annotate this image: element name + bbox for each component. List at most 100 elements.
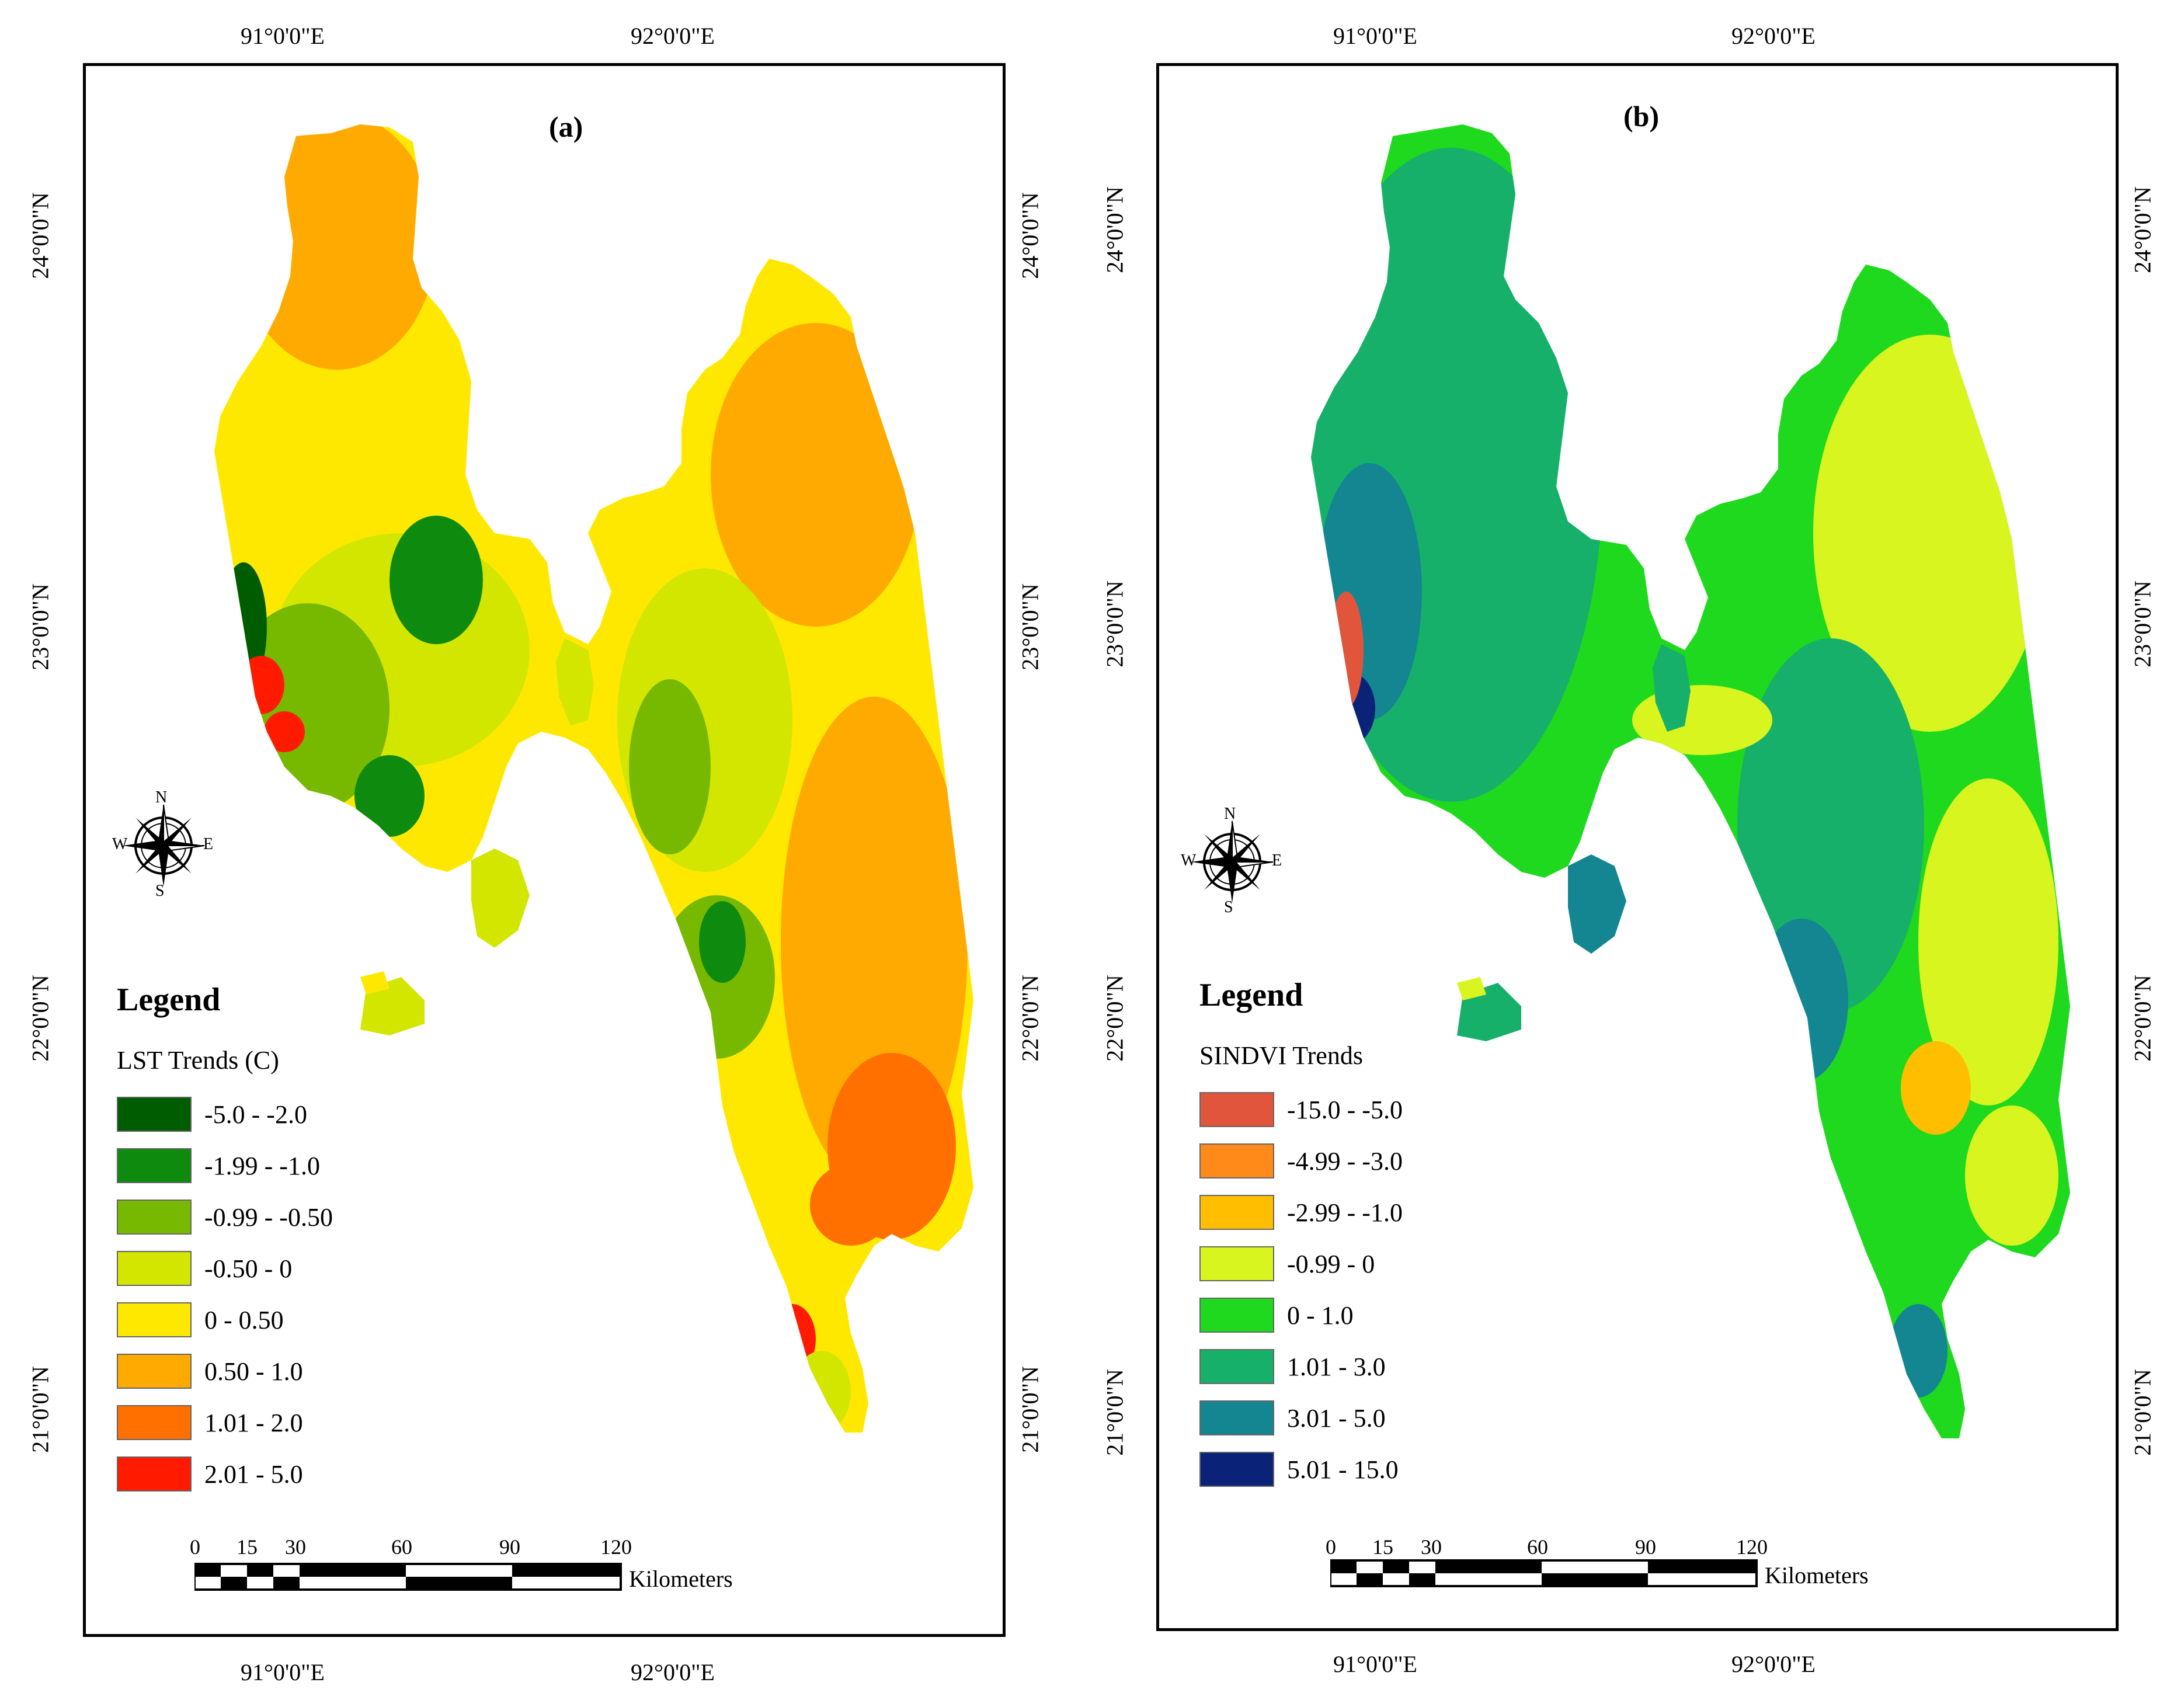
map-frame bbox=[1156, 63, 2119, 1631]
island-b-4 bbox=[1457, 977, 1486, 1000]
legend-item: 0.50 - 1.0 bbox=[117, 1354, 303, 1389]
right-lat-label-1: 24°0'0"N bbox=[1017, 192, 1044, 279]
right-lat-label-1: 24°0'0"N bbox=[2129, 186, 2156, 273]
bottom-lon-label-2: 92°0'0"E bbox=[631, 1659, 715, 1685]
legend-swatch bbox=[117, 1405, 192, 1440]
compass-e: E bbox=[203, 835, 214, 853]
legend-item: -15.0 - -5.0 bbox=[1199, 1092, 1403, 1127]
scale-number: 90 bbox=[1635, 1535, 1656, 1559]
compass-w: W bbox=[112, 835, 128, 853]
legend-label: -15.0 - -5.0 bbox=[1287, 1095, 1403, 1124]
scale-number: 90 bbox=[499, 1535, 520, 1559]
compass-rose-icon bbox=[123, 804, 205, 886]
legend-label: 1.01 - 2.0 bbox=[204, 1408, 303, 1437]
legend-subtitle: LST Trends (C) bbox=[117, 1046, 279, 1075]
island-b-1 bbox=[1653, 644, 1691, 732]
left-lat-label-1: 24°0'0"N bbox=[1101, 186, 1128, 273]
trend-patches-a bbox=[220, 124, 968, 1433]
legend-label: 5.01 - 15.0 bbox=[1287, 1455, 1399, 1484]
left-lat-label-4: 21°0'0"N bbox=[27, 1366, 54, 1453]
scale-bar-graphic bbox=[1330, 1559, 1758, 1587]
left-lat-label-4: 21°0'0"N bbox=[1101, 1369, 1128, 1456]
legend-label: -5.0 - -2.0 bbox=[204, 1100, 307, 1129]
legend-label: -1.99 - -1.0 bbox=[204, 1151, 320, 1180]
legend-item: -0.99 - 0 bbox=[1199, 1246, 1375, 1281]
legend-item: 0 - 0.50 bbox=[117, 1302, 284, 1337]
left-lat-label-3: 22°0'0"N bbox=[27, 975, 54, 1062]
island-a-2 bbox=[471, 849, 530, 948]
scale-number: 0 bbox=[1326, 1535, 1336, 1559]
right-lat-label-2: 23°0'0"N bbox=[2129, 580, 2156, 668]
legend-swatch bbox=[117, 1354, 192, 1389]
panel-a: 91°0'0"E 92°0'0"E bbox=[27, 23, 1044, 1685]
legend-swatch bbox=[117, 1148, 192, 1183]
scale-unit: Kilometers bbox=[1765, 1562, 1869, 1588]
legend-item: -1.99 - -1.0 bbox=[117, 1148, 320, 1183]
lst-trend-map bbox=[214, 124, 973, 1433]
compass-s: S bbox=[1224, 898, 1233, 916]
legend-item: 3.01 - 5.0 bbox=[1199, 1400, 1386, 1435]
legend-title: Legend bbox=[1199, 977, 1303, 1013]
legend-label: -4.99 - -3.0 bbox=[1287, 1146, 1403, 1176]
scale-number: 30 bbox=[285, 1535, 306, 1559]
scale-number: 120 bbox=[1736, 1535, 1768, 1559]
sindvi-trend-map bbox=[1311, 124, 2070, 1438]
legend-item: 1.01 - 3.0 bbox=[1199, 1349, 1386, 1384]
island-a-1 bbox=[556, 638, 594, 726]
legend-swatch bbox=[1199, 1298, 1274, 1333]
compass-rose-icon bbox=[1191, 821, 1274, 903]
compass-n: N bbox=[1224, 805, 1236, 823]
island-b-2 bbox=[1568, 854, 1626, 954]
legend-swatch bbox=[1199, 1092, 1274, 1127]
legend-label: 0 - 0.50 bbox=[204, 1305, 284, 1334]
legend-swatch bbox=[117, 1097, 192, 1132]
scale-bar: 0 15 30 60 90 120 Kilometers bbox=[1326, 1535, 1910, 1599]
scale-number: 0 bbox=[190, 1535, 200, 1559]
right-lat-label-4: 21°0'0"N bbox=[2129, 1369, 2156, 1456]
compass-s: S bbox=[155, 882, 165, 900]
left-lat-label-2: 23°0'0"N bbox=[1101, 580, 1128, 668]
legend-item: -4.99 - -3.0 bbox=[1199, 1143, 1403, 1178]
scale-number: 30 bbox=[1421, 1535, 1442, 1559]
legend-item: 0 - 1.0 bbox=[1199, 1298, 1354, 1333]
legend-label: 0 - 1.0 bbox=[1287, 1301, 1354, 1330]
legend-swatch bbox=[117, 1251, 192, 1286]
legend-label: 2.01 - 5.0 bbox=[204, 1459, 303, 1489]
panel-label: (a) bbox=[549, 110, 583, 143]
scale-bar: 0 15 30 60 90 120 Kilometers bbox=[190, 1535, 774, 1599]
scale-unit: Kilometers bbox=[629, 1566, 733, 1592]
legend-swatch bbox=[117, 1302, 192, 1337]
legend-swatch bbox=[1199, 1143, 1274, 1178]
legend-item: -2.99 - -1.0 bbox=[1199, 1195, 1403, 1230]
top-lon-label-1: 91°0'0"E bbox=[1333, 23, 1417, 49]
legend-item: -0.99 - -0.50 bbox=[117, 1200, 333, 1235]
panel-label: (b) bbox=[1623, 100, 1660, 133]
legend-label: -2.99 - -1.0 bbox=[1287, 1198, 1403, 1227]
bottom-lon-label-1: 91°0'0"E bbox=[1333, 1651, 1417, 1677]
bottom-lon-label-2: 92°0'0"E bbox=[1731, 1651, 1816, 1677]
legend-item: -5.0 - -2.0 bbox=[117, 1097, 307, 1132]
legend-swatch bbox=[1199, 1349, 1274, 1384]
legend-label: -0.99 - -0.50 bbox=[204, 1202, 333, 1232]
right-lat-label-3: 22°0'0"N bbox=[2129, 975, 2156, 1062]
map-frame bbox=[83, 63, 1006, 1637]
legend-item: 2.01 - 5.0 bbox=[117, 1456, 303, 1492]
scale-number: 60 bbox=[1527, 1535, 1548, 1559]
scale-number: 15 bbox=[1372, 1535, 1393, 1559]
legend-swatch bbox=[117, 1456, 192, 1492]
legend-swatch bbox=[117, 1200, 192, 1235]
island-a-4 bbox=[360, 971, 389, 995]
right-lat-label-2: 23°0'0"N bbox=[1017, 583, 1044, 670]
legend-subtitle: SINDVI Trends bbox=[1199, 1041, 1363, 1070]
legend-swatch bbox=[1199, 1452, 1274, 1487]
legend-item: -0.50 - 0 bbox=[117, 1251, 292, 1286]
right-lat-label-4: 21°0'0"N bbox=[1017, 1366, 1044, 1453]
scale-number: 60 bbox=[391, 1535, 412, 1559]
right-lat-label-3: 22°0'0"N bbox=[1017, 975, 1044, 1062]
panel-b: 91°0'0"E 92°0'0"E bbox=[1092, 0, 2184, 1700]
compass-n: N bbox=[155, 788, 168, 806]
legend-item: 1.01 - 2.0 bbox=[117, 1405, 303, 1440]
scale-bar-graphic bbox=[194, 1563, 622, 1591]
left-lat-label-2: 23°0'0"N bbox=[27, 583, 54, 670]
legend-swatch bbox=[1199, 1246, 1274, 1281]
